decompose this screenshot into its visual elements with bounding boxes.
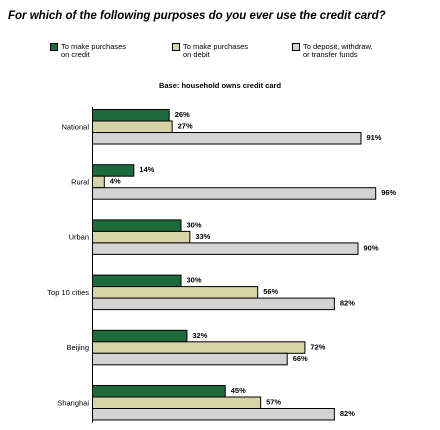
category-label-beijing: Beijing: [66, 343, 89, 352]
bar-top-10-cities-series-1: [92, 274, 182, 288]
chart-subtitle: Base: household owns credit card: [158, 81, 282, 90]
data-label-beijing-series-3: 66%: [293, 354, 308, 363]
data-label-rural-series-1: 14%: [139, 165, 154, 174]
data-label-urban-series-2: 33%: [195, 232, 210, 241]
bar-urban-series-2: [92, 230, 191, 244]
bar-top-10-cities-series-2: [92, 286, 259, 299]
legend-label-debit: To make purchases on debit: [183, 42, 249, 59]
bar-national-series-1: [92, 109, 170, 122]
bar-beijing-series-2: [92, 341, 306, 354]
data-label-shanghai-series-2: 57%: [266, 398, 281, 407]
category-label-top-10-cities: Top 10 cities: [47, 288, 89, 297]
data-label-shanghai-series-1: 45%: [231, 386, 246, 395]
legend-swatch-debit: [172, 43, 180, 51]
data-label-urban-series-1: 30%: [187, 220, 202, 229]
data-label-beijing-series-1: 32%: [192, 331, 207, 340]
data-label-top-10-cities-series-1: 30%: [187, 276, 202, 285]
data-label-urban-series-3: 90%: [364, 243, 379, 252]
bar-shanghai-series-1: [92, 385, 226, 398]
data-label-rural-series-3: 96%: [381, 188, 396, 197]
data-label-top-10-cities-series-3: 82%: [340, 299, 355, 308]
bar-beijing-series-1: [92, 329, 188, 343]
legend-swatch-credit: [50, 43, 58, 51]
bar-rural-series-3: [92, 187, 377, 200]
data-label-shanghai-series-3: 82%: [340, 409, 355, 418]
legend-swatch-deposit: [292, 43, 300, 51]
bar-rural-series-2: [92, 175, 105, 189]
bar-shanghai-series-2: [92, 396, 262, 409]
bar-shanghai-series-3: [92, 408, 335, 421]
category-label-urban: Urban: [69, 233, 89, 242]
bar-urban-series-3: [92, 242, 359, 255]
legend-label-deposit: To deposit, withdraw, or transfer funds: [303, 42, 373, 59]
bar-urban-series-1: [92, 219, 182, 232]
category-label-shanghai: Shanghai: [57, 398, 89, 407]
bar-national-series-2: [92, 120, 173, 133]
data-label-rural-series-2: 4%: [110, 177, 121, 186]
bar-rural-series-1: [92, 164, 135, 177]
category-label-national: National: [61, 122, 89, 131]
bar-beijing-series-3: [92, 352, 288, 366]
data-label-national-series-1: 26%: [175, 110, 190, 119]
data-label-top-10-cities-series-2: 56%: [263, 287, 278, 296]
data-label-national-series-2: 27%: [178, 122, 193, 131]
data-label-national-series-3: 91%: [366, 133, 381, 142]
chart-title: For which of the following purposes do y…: [8, 10, 386, 22]
data-label-beijing-series-2: 72%: [310, 342, 325, 351]
bar-top-10-cities-series-3: [92, 297, 335, 311]
legend-label-credit: To make purchases on credit: [61, 42, 127, 59]
bar-national-series-3: [92, 132, 362, 145]
category-label-rural: Rural: [71, 177, 89, 186]
